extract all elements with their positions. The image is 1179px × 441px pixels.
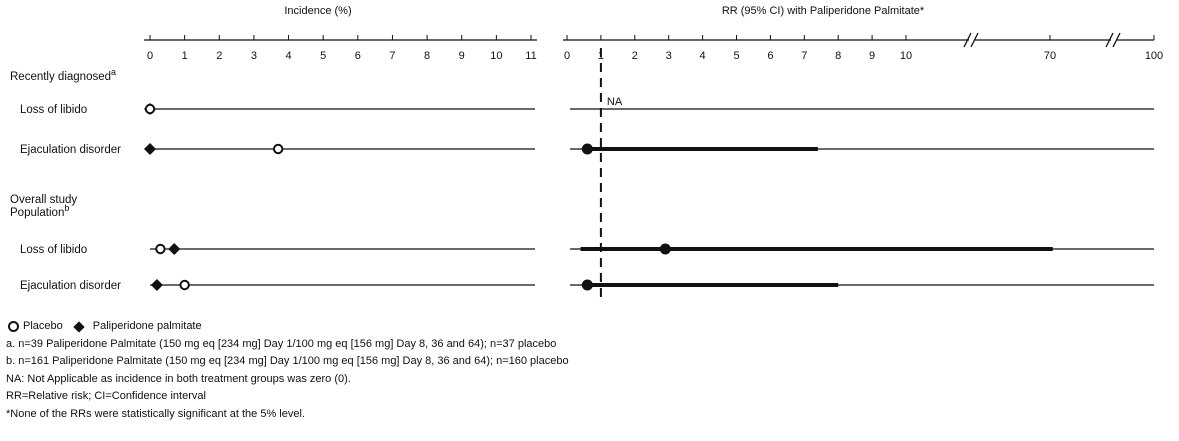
rr-tick-label: 2 <box>632 50 638 62</box>
rr-tick-label: 3 <box>666 50 672 62</box>
rr-tick-label: 0 <box>564 50 570 62</box>
rr-tick-label: 100 <box>1145 50 1163 62</box>
paliperidone-marker <box>150 279 163 291</box>
placebo-marker <box>144 103 156 115</box>
group-label: Recently diagnoseda <box>10 67 116 83</box>
rr-tick-label: 8 <box>835 50 841 62</box>
incidence-tick-label: 3 <box>251 50 257 62</box>
axis-break-mark <box>970 32 979 48</box>
incidence-tick-label: 10 <box>490 50 502 62</box>
axis-break-mark <box>1105 32 1114 48</box>
rr-point-estimate <box>581 143 593 155</box>
placebo-marker <box>272 143 284 155</box>
rr-tick-label: 6 <box>767 50 773 62</box>
row-labels: Recently diagnoseda Overall study Populati… <box>10 67 121 292</box>
rr-tick-label: 7 <box>801 50 807 62</box>
row-label: Ejaculation disorder <box>20 144 121 156</box>
footnote-a: a. n=39 Paliperidone Palmitate (150 mg e… <box>6 337 557 350</box>
paliperidone-marker <box>168 243 181 255</box>
incidence-tick-label: 11 <box>525 50 536 62</box>
figure: Incidence (%) RR (95% CI) with Paliperid… <box>10 5 1163 302</box>
data-rows: NA <box>144 96 1154 291</box>
incidence-axis: 0 1 2 3 4 5 6 7 8 9 10 11 <box>144 35 537 62</box>
open-circle-icon <box>8 321 19 333</box>
incidence-tick-label: 5 <box>320 50 326 62</box>
footnote-significance: *None of the RRs were statistically sign… <box>6 407 305 420</box>
footnote-b: b. n=161 Paliperidone Palmitate (150 mg … <box>6 355 569 367</box>
rr-point-estimate <box>581 279 593 291</box>
incidence-tick-label: 1 <box>182 50 188 62</box>
rr-tick-label: 10 <box>900 50 912 62</box>
filled-diamond-icon <box>73 321 85 333</box>
incidence-tick-label: 0 <box>147 50 153 62</box>
row-label: Ejaculation disorder <box>20 280 121 292</box>
footnotes: Placebo Paliperidone palmitate a. n=39 P… <box>6 318 569 423</box>
rr-tick-label: 4 <box>700 50 706 62</box>
incidence-tick-label: 4 <box>285 50 291 62</box>
legend-paliperidone: Paliperidone palmitate <box>92 320 202 332</box>
legend: Placebo Paliperidone palmitate <box>6 318 569 336</box>
incidence-tick-label: 7 <box>389 50 395 62</box>
placebo-marker <box>179 279 190 291</box>
paliperidone-marker <box>144 143 156 155</box>
incidence-axis-title: Incidence (%) <box>284 5 351 17</box>
row-label: Loss of libido <box>20 104 87 116</box>
rr-axis: 01234567891070100 <box>563 32 1163 302</box>
legend-placebo: Placebo <box>23 320 63 332</box>
rr-point-estimate <box>659 243 671 255</box>
axis-break-mark <box>963 32 972 48</box>
rr-tick-label: 9 <box>869 50 875 62</box>
incidence-tick-label: 8 <box>424 50 430 62</box>
footnote-na: NA: Not Applicable as incidence in both … <box>6 372 351 385</box>
rr-tick-label: 5 <box>733 50 739 62</box>
rr-annotation: NA <box>607 96 623 108</box>
placebo-marker <box>155 243 166 255</box>
axis-break-mark <box>1112 32 1121 48</box>
footnote-rr: RR=Relative risk; CI=Confidence interval <box>6 390 206 402</box>
rr-axis-title: RR (95% CI) with Paliperidone Palmitate* <box>722 5 925 17</box>
rr-tick-label: 70 <box>1044 50 1056 62</box>
group-label: Overall study Populationb <box>10 194 77 219</box>
row-label: Loss of libido <box>20 244 87 256</box>
incidence-tick-label: 2 <box>216 50 222 62</box>
incidence-tick-label: 9 <box>459 50 465 62</box>
incidence-tick-label: 6 <box>355 50 361 62</box>
